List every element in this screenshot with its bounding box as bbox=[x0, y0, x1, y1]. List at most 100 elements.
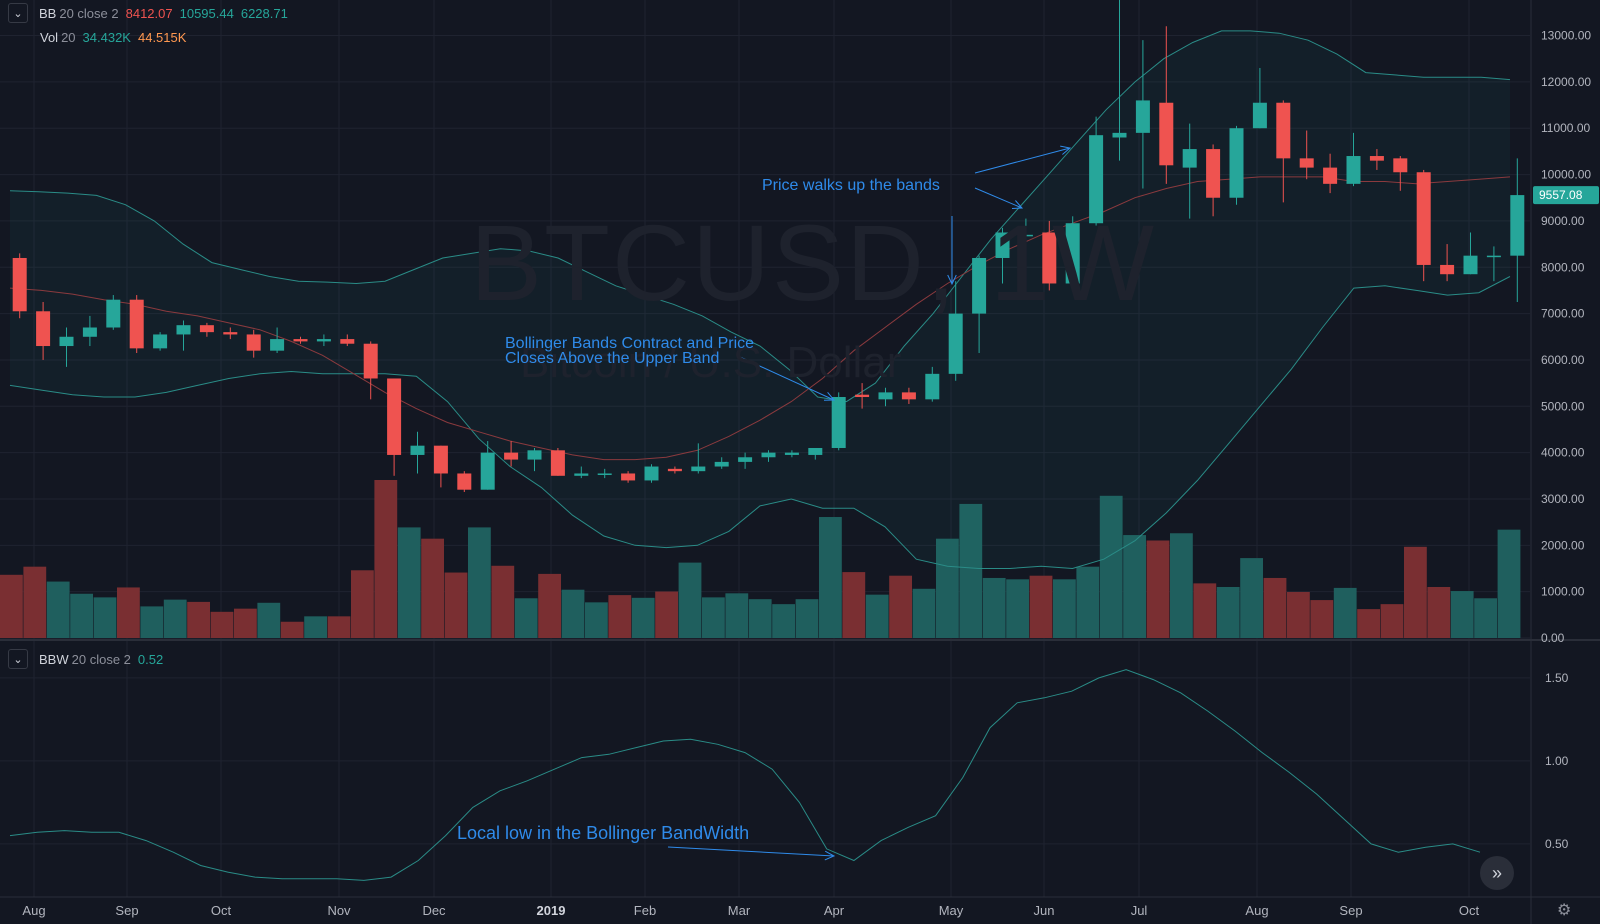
candle-body bbox=[363, 343, 378, 379]
chevron-down-icon[interactable]: ⌄ bbox=[8, 3, 28, 23]
volume-bar bbox=[1263, 577, 1287, 638]
candle-body bbox=[878, 392, 893, 400]
double-chevron-right-icon[interactable]: » bbox=[1480, 856, 1514, 890]
candle-body bbox=[1346, 156, 1361, 184]
volume-bar bbox=[0, 574, 23, 638]
candle-body bbox=[948, 313, 963, 374]
price-tick-label: 5000.00 bbox=[1541, 399, 1585, 413]
volume-bar bbox=[1146, 540, 1170, 638]
candle-body bbox=[223, 332, 238, 335]
candle-body bbox=[1299, 158, 1314, 168]
annotation-arrow-head bbox=[1060, 145, 1072, 155]
volume-bar bbox=[1216, 586, 1240, 638]
candle-body bbox=[784, 452, 799, 455]
bb-basis-line bbox=[9, 176, 1511, 461]
legend-vol[interactable]: Vol 20 34.432K 44.515K bbox=[40, 30, 186, 45]
price-tick-label: 4000.00 bbox=[1541, 446, 1585, 460]
volume-bar bbox=[374, 480, 398, 638]
time-tick-label: Oct bbox=[211, 903, 232, 918]
watermark-symbol: BTCUSD, 1W bbox=[470, 202, 1157, 323]
time-tick-label: Dec bbox=[422, 903, 446, 918]
watermark-description: Bitcoin / U.S. Dollar bbox=[520, 338, 902, 387]
candle-body bbox=[387, 378, 402, 455]
candle-body bbox=[1323, 167, 1338, 184]
volume-bar bbox=[117, 587, 140, 638]
candle-body bbox=[1393, 158, 1408, 173]
annotation-arrow bbox=[667, 846, 835, 857]
candle-body bbox=[1042, 232, 1057, 284]
candle-body bbox=[808, 447, 823, 455]
volume-bar bbox=[1450, 591, 1474, 638]
candle-body bbox=[1112, 132, 1127, 138]
candle-body bbox=[176, 325, 191, 335]
candle-body bbox=[1510, 195, 1525, 256]
volume-bar bbox=[1240, 558, 1263, 638]
candle-body bbox=[1159, 102, 1174, 166]
volume-bar bbox=[561, 589, 585, 638]
volume-bar bbox=[1006, 579, 1029, 638]
chevron-down-icon[interactable]: ⌄ bbox=[8, 649, 28, 669]
candle-body bbox=[621, 473, 636, 481]
annotation-contract-line1: Bollinger Bands Contract and Price bbox=[505, 335, 755, 352]
volume-bar bbox=[1357, 609, 1380, 638]
candle-body bbox=[644, 466, 659, 481]
legend-bb[interactable]: ⌄ BB 20 close 2 8412.07 10595.44 6228.71 bbox=[8, 3, 288, 23]
candle-body bbox=[480, 452, 495, 490]
volume-bar bbox=[1287, 591, 1310, 638]
price-tick-label: 11000.00 bbox=[1541, 121, 1590, 135]
candle-body bbox=[36, 311, 51, 347]
annotation-arrow-head bbox=[1011, 200, 1024, 209]
candle-body bbox=[1463, 255, 1478, 275]
candle-body bbox=[1206, 149, 1221, 198]
candle-body bbox=[106, 299, 121, 328]
candle-body bbox=[527, 450, 542, 460]
time-tick-label: Sep bbox=[115, 903, 138, 918]
gear-icon[interactable]: ⚙ bbox=[1557, 902, 1572, 919]
legend-bb-basis: 8412.07 bbox=[125, 5, 173, 21]
candle-body bbox=[129, 299, 144, 349]
candle-body bbox=[59, 336, 74, 347]
price-tick-label: 7000.00 bbox=[1541, 307, 1585, 321]
price-tick-label: 13000.00 bbox=[1541, 29, 1591, 43]
candle-body bbox=[691, 466, 706, 472]
time-tick-label: May bbox=[939, 903, 964, 918]
volume-bar bbox=[468, 527, 491, 638]
volume-bar bbox=[608, 595, 632, 638]
legend-bbw[interactable]: ⌄ BBW 20 close 2 0.52 bbox=[8, 649, 163, 669]
volume-bar bbox=[444, 572, 468, 638]
candle-body bbox=[831, 397, 846, 448]
volume-bar bbox=[655, 591, 678, 638]
time-tick-label: Aug bbox=[1245, 903, 1268, 918]
candle-body bbox=[293, 339, 308, 342]
price-tick-label: 6000.00 bbox=[1541, 353, 1585, 367]
bbw-tick-label: 0.50 bbox=[1545, 837, 1569, 851]
candle-body bbox=[574, 473, 589, 476]
annotation-walk-bands: Price walks up the bands bbox=[762, 177, 940, 194]
volume-bar bbox=[46, 581, 70, 638]
legend-vol-name: Vol bbox=[40, 30, 59, 45]
volume-bar bbox=[23, 566, 47, 638]
time-tick-label: Aug bbox=[22, 903, 45, 918]
price-tick-label: 3000.00 bbox=[1541, 492, 1585, 506]
volume-bar bbox=[702, 597, 725, 638]
volume-bar bbox=[421, 538, 444, 638]
volume-bar bbox=[304, 616, 327, 638]
candle-body bbox=[1229, 128, 1244, 198]
volume-bar bbox=[1310, 600, 1334, 638]
legend-vol-params: 20 bbox=[61, 30, 76, 45]
time-tick-label: Nov bbox=[327, 903, 351, 918]
candle-body bbox=[12, 257, 27, 312]
time-tick-label: Oct bbox=[1459, 903, 1480, 918]
candle-body bbox=[597, 473, 612, 475]
time-tick-label: Mar bbox=[728, 903, 751, 918]
candle-body bbox=[1182, 149, 1197, 168]
volume-bar bbox=[725, 593, 749, 638]
legend-bb-lower: 6228.71 bbox=[240, 5, 288, 21]
time-tick-label: Jun bbox=[1034, 903, 1055, 918]
volume-bar bbox=[351, 570, 374, 638]
candle-body bbox=[153, 334, 168, 349]
annotation-arrow bbox=[974, 187, 1023, 209]
candle-body bbox=[433, 445, 448, 474]
volume-bar bbox=[959, 503, 983, 638]
